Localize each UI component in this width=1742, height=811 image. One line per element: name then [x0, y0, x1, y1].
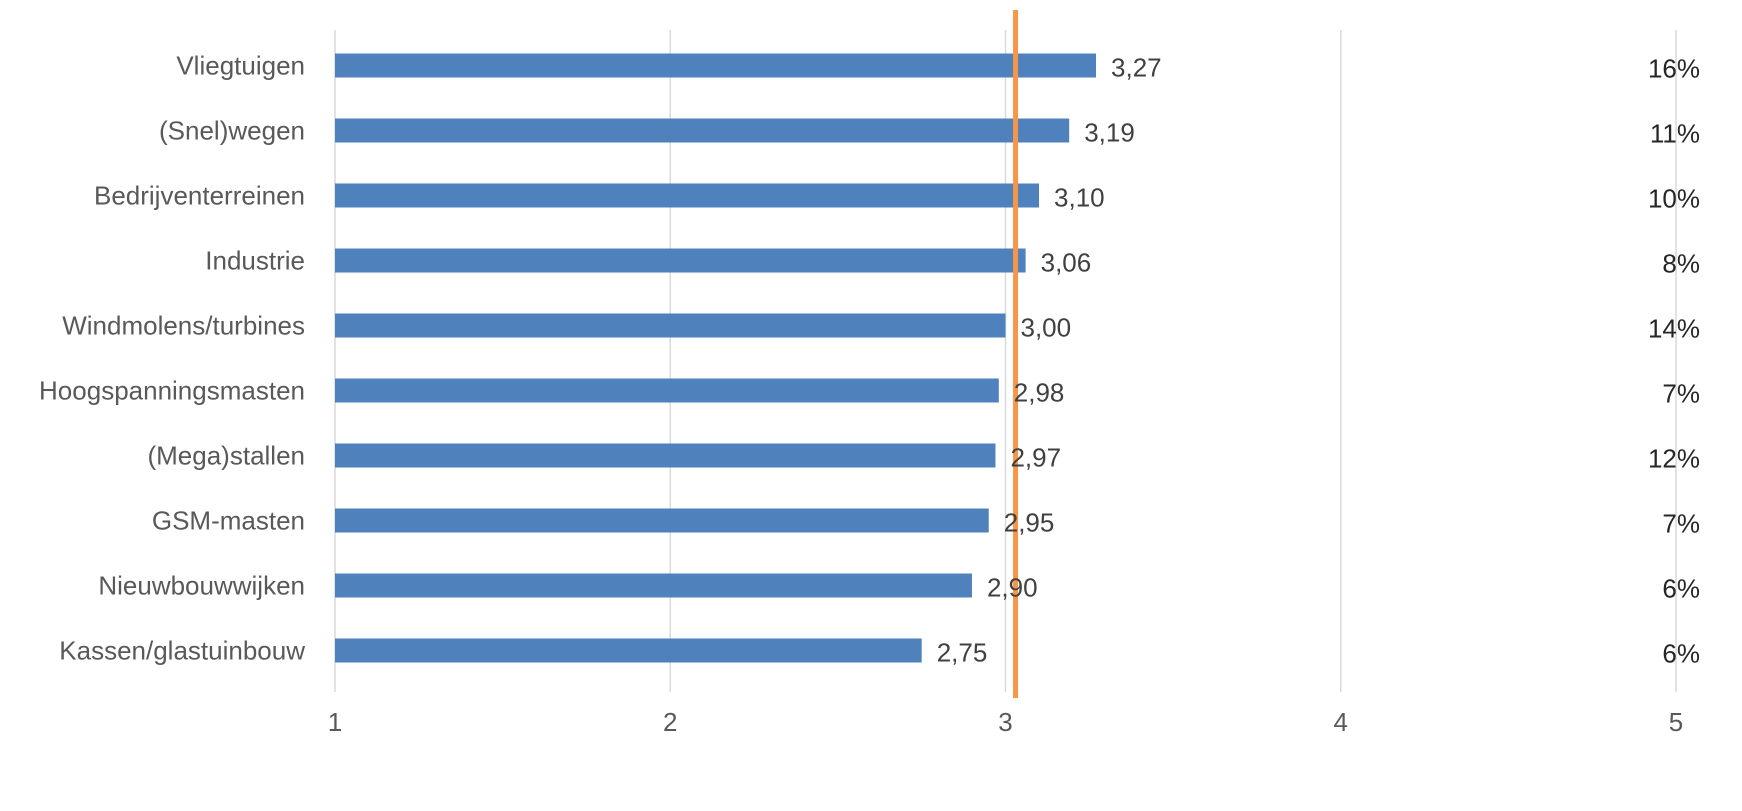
x-tick-label: 5 [1669, 707, 1683, 737]
percentage-label: 7% [1662, 509, 1700, 539]
bar [335, 638, 922, 663]
percentage-label: 6% [1662, 639, 1700, 669]
percentage-label: 8% [1662, 249, 1700, 279]
percentage-label: 11% [1650, 119, 1700, 149]
category-label: Windmolens/turbines [62, 311, 305, 341]
value-label: 2,98 [1014, 378, 1065, 408]
bars [335, 53, 1097, 663]
percentage-label: 12% [1648, 444, 1700, 474]
category-label: Nieuwbouwwijken [98, 571, 305, 601]
x-tick-label: 2 [663, 707, 677, 737]
category-label: (Snel)wegen [159, 116, 305, 146]
value-label: 3,06 [1041, 248, 1092, 278]
value-label: 2,95 [1004, 508, 1055, 538]
category-label: GSM-masten [152, 506, 305, 536]
bar [335, 118, 1070, 143]
labels: 1 2 3 4 5 Vliegtuigen 3,27 16% (Snel)wegen 3,19 11… [39, 51, 1700, 738]
bar [335, 313, 1006, 338]
bar [335, 573, 972, 598]
category-label: (Mega)stallen [147, 441, 305, 471]
x-tick-label: 1 [328, 707, 342, 737]
value-label: 2,75 [937, 638, 988, 668]
bar [335, 508, 989, 533]
value-label: 2,97 [1010, 443, 1061, 473]
bar [335, 53, 1097, 78]
category-label: Vliegtuigen [176, 51, 305, 81]
percentage-label: 7% [1662, 379, 1700, 409]
value-label: 3,10 [1054, 183, 1105, 213]
bar [335, 183, 1040, 208]
category-label: Bedrijventerreinen [94, 181, 305, 211]
category-label: Industrie [205, 246, 305, 276]
value-label: 3,19 [1084, 118, 1135, 148]
bar [335, 378, 999, 403]
bar [335, 248, 1026, 273]
value-label: 2,90 [987, 573, 1038, 603]
category-label: Kassen/glastuinbouw [59, 636, 305, 666]
percentage-label: 6% [1662, 574, 1700, 604]
value-label: 3,00 [1021, 313, 1072, 343]
bar [335, 443, 996, 468]
category-label: Hoogspanningsmasten [39, 376, 305, 406]
percentage-label: 10% [1648, 184, 1700, 214]
percentage-label: 16% [1648, 54, 1700, 84]
percentage-label: 14% [1648, 314, 1700, 344]
value-label: 3,27 [1111, 53, 1162, 83]
x-tick-label: 3 [998, 707, 1012, 737]
x-tick-label: 4 [1334, 707, 1348, 737]
